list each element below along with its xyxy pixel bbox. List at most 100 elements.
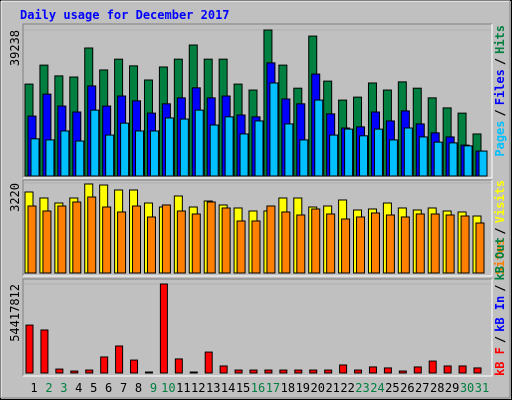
bar bbox=[448, 142, 458, 177]
bar bbox=[90, 109, 100, 177]
x-tick-label: 26 bbox=[400, 381, 414, 395]
bar bbox=[30, 138, 40, 177]
bar bbox=[100, 356, 109, 374]
bar bbox=[251, 220, 261, 274]
bar bbox=[281, 211, 291, 274]
bar bbox=[57, 205, 67, 274]
x-tick-label: 31 bbox=[475, 381, 489, 395]
y-tick-label: 54417812 bbox=[8, 284, 22, 342]
bar bbox=[370, 212, 380, 274]
bar bbox=[294, 369, 303, 374]
legend: Pages / Files / Hits bbox=[493, 25, 507, 157]
bar bbox=[87, 196, 97, 274]
bar bbox=[413, 366, 422, 374]
bar bbox=[60, 130, 70, 177]
bar bbox=[206, 201, 216, 274]
bar bbox=[430, 213, 440, 274]
bar bbox=[309, 369, 318, 374]
bar bbox=[266, 205, 276, 274]
bar bbox=[146, 216, 156, 274]
bar bbox=[445, 214, 455, 274]
bar bbox=[221, 207, 231, 274]
x-tick-label: 13 bbox=[206, 381, 220, 395]
bar bbox=[359, 135, 369, 177]
bar bbox=[191, 213, 201, 274]
bar bbox=[144, 371, 153, 374]
x-tick-label: 11 bbox=[176, 381, 190, 395]
panel-bevel bbox=[22, 23, 492, 178]
panel-bevel bbox=[23, 24, 493, 179]
bar bbox=[341, 218, 351, 274]
bar bbox=[339, 364, 348, 374]
panel bbox=[23, 279, 492, 376]
x-tick-label: 4 bbox=[75, 381, 82, 395]
bar bbox=[135, 130, 145, 177]
x-tick-label: 24 bbox=[370, 381, 384, 395]
x-tick-label: 7 bbox=[120, 381, 127, 395]
bar bbox=[159, 283, 168, 374]
x-tick-label: 18 bbox=[281, 381, 295, 395]
x-tick-label: 27 bbox=[415, 381, 429, 395]
bar bbox=[443, 365, 452, 374]
bar bbox=[25, 324, 34, 374]
bar bbox=[415, 213, 425, 274]
bar bbox=[458, 365, 467, 374]
bar bbox=[45, 139, 55, 177]
legend-entry: Pages bbox=[493, 121, 507, 157]
bar bbox=[234, 369, 243, 374]
panel-bevel bbox=[22, 278, 492, 376]
bar bbox=[239, 133, 249, 177]
panel-bevel bbox=[23, 180, 493, 277]
panel-bevel bbox=[22, 179, 492, 276]
bar bbox=[314, 99, 324, 177]
legend-separator: / bbox=[493, 227, 507, 234]
bar bbox=[219, 365, 228, 374]
bar bbox=[311, 208, 321, 274]
y-tick-label: 39238 bbox=[8, 30, 22, 66]
bar bbox=[385, 214, 395, 274]
x-tick-label: 20 bbox=[311, 381, 325, 395]
x-tick-label: 23 bbox=[355, 381, 369, 395]
bar bbox=[194, 109, 204, 177]
bar bbox=[299, 139, 309, 177]
bar bbox=[42, 210, 52, 274]
bar bbox=[149, 130, 159, 177]
bar bbox=[478, 150, 488, 177]
bar bbox=[388, 139, 398, 177]
bar bbox=[132, 205, 142, 274]
bar bbox=[354, 369, 363, 374]
chart-title: Daily usage for December 2017 bbox=[20, 8, 230, 22]
legend: Sites / Visits bbox=[493, 180, 507, 275]
bar bbox=[70, 370, 79, 374]
x-tick-label: 14 bbox=[221, 381, 235, 395]
panel-bevel bbox=[23, 279, 493, 377]
bar bbox=[174, 358, 183, 374]
bar bbox=[428, 360, 437, 374]
bar bbox=[475, 222, 485, 274]
bar bbox=[176, 210, 186, 274]
bar bbox=[264, 369, 273, 374]
legend-entry: Hits bbox=[493, 25, 507, 54]
bar bbox=[284, 123, 294, 177]
bar bbox=[102, 206, 112, 274]
y-tick-label: 3220 bbox=[8, 183, 22, 212]
legend-entry: kB F bbox=[493, 347, 507, 376]
legend-separator: / bbox=[493, 285, 507, 292]
x-tick-label: 15 bbox=[236, 381, 250, 395]
x-tick-label: 8 bbox=[135, 381, 142, 395]
x-tick-label: 6 bbox=[105, 381, 112, 395]
x-tick-label: 10 bbox=[161, 381, 175, 395]
bar bbox=[27, 205, 37, 274]
x-tick-label: 5 bbox=[90, 381, 97, 395]
x-tick-label: 1 bbox=[30, 381, 37, 395]
bar bbox=[403, 127, 413, 177]
x-tick-label: 19 bbox=[296, 381, 310, 395]
legend-entry: Sites bbox=[493, 239, 507, 275]
bar bbox=[236, 220, 246, 274]
bar bbox=[326, 213, 336, 274]
legend-entry: Visits bbox=[493, 180, 507, 223]
bar bbox=[161, 204, 171, 274]
x-tick-label: 25 bbox=[385, 381, 399, 395]
bar bbox=[398, 370, 407, 374]
